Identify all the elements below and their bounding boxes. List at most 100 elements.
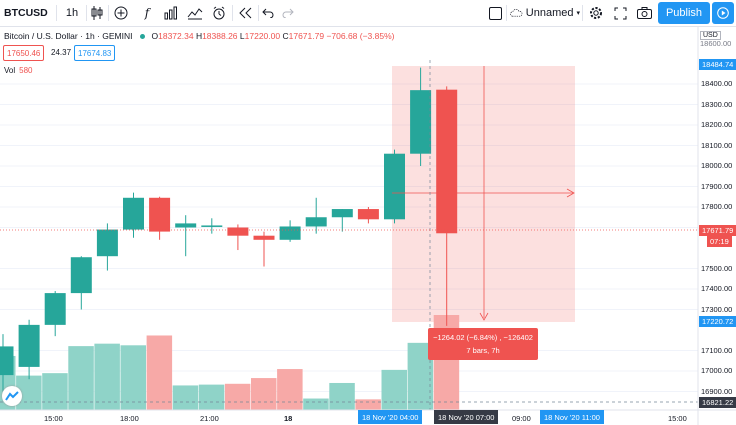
candle-body	[357, 209, 379, 220]
price-tick-label: 17900.00	[701, 181, 733, 191]
volume-bar	[198, 384, 225, 410]
publish-button[interactable]: Publish	[658, 2, 710, 24]
close-value: 17671.79	[288, 31, 325, 41]
candle	[279, 220, 301, 242]
volume-bar	[42, 373, 68, 410]
price-tick-label: 17800.00	[701, 202, 733, 211]
layout-name-button[interactable]: Unnamed ▾	[510, 2, 580, 24]
play-icon[interactable]	[712, 2, 734, 24]
high-value: 18388.26	[202, 31, 238, 41]
redo-icon[interactable]	[280, 2, 296, 24]
time-tick: 15:00	[44, 414, 63, 423]
candle	[149, 196, 171, 240]
replay-icon[interactable]	[236, 2, 254, 24]
candle	[227, 224, 249, 251]
time-tick: 18:00	[120, 414, 139, 423]
volume-bar	[355, 399, 381, 410]
ohlc-values: O18372.34 H18388.26 L17220.00 C17671.79 …	[151, 31, 394, 41]
buy-price-box[interactable]: 17674.83	[74, 45, 116, 61]
candle-body	[44, 293, 66, 325]
candle-body	[70, 257, 92, 294]
undo-icon[interactable]	[260, 2, 276, 24]
low-label: L	[239, 31, 245, 41]
alert-icon[interactable]	[210, 2, 228, 24]
volume-bar	[251, 378, 277, 410]
time-tick: 18	[284, 414, 293, 423]
price-tick-label: 18100.00	[701, 140, 733, 150]
chevron-down-icon: ▾	[576, 10, 580, 17]
high-label: H	[195, 31, 203, 41]
measure-start-time-tag: 18 Nov '20 04:00	[358, 410, 423, 424]
sell-price-box[interactable]: 17650.46	[3, 45, 45, 61]
candle	[331, 209, 353, 232]
currency-label[interactable]: USD	[700, 31, 721, 40]
candle	[305, 197, 327, 234]
measure-bars: 7 bars, 7h	[466, 346, 500, 355]
measure-end-time-tag: 18 Nov '20 11:00	[540, 410, 604, 424]
candle	[18, 319, 40, 380]
measure-high-price-tag: 18484.74	[699, 59, 736, 70]
price-chart[interactable]	[0, 26, 736, 425]
candle-body	[123, 197, 144, 230]
close-label: C	[282, 31, 289, 41]
symbol-title[interactable]: Bitcoin / U.S. Dollar · 1h · GEMINI	[4, 31, 133, 41]
market-status-dot	[140, 33, 146, 39]
volume-bar	[224, 383, 251, 410]
volume-value: 580	[19, 66, 33, 75]
candle-body	[149, 197, 171, 232]
candle-body	[201, 225, 223, 227]
volume-bar	[146, 335, 173, 410]
price-tick-label: 17100.00	[701, 345, 733, 355]
candle-body	[227, 227, 249, 236]
volume-bar	[277, 369, 303, 410]
volume-bar	[381, 369, 407, 410]
gear-icon[interactable]	[586, 2, 606, 24]
interval-button[interactable]: 1h	[65, 7, 79, 19]
candle-body	[410, 90, 432, 154]
bar-countdown-tag: 07:19	[707, 236, 732, 247]
toolbar-divider	[506, 5, 507, 21]
candle	[44, 291, 66, 337]
candle-body	[436, 89, 458, 234]
price-tick-partial: 18600.00	[700, 39, 732, 48]
measure-low-price-tag: 17220.72	[699, 316, 736, 327]
candle-body	[279, 226, 301, 240]
candles-layer	[0, 67, 458, 392]
add-icon[interactable]	[112, 2, 130, 24]
crosshair-price-tag: 16821.22	[699, 397, 736, 408]
candles-icon[interactable]	[88, 2, 106, 24]
crosshair-time-tag: 18 Nov '20 07:00	[434, 410, 499, 424]
fullscreen-icon[interactable]	[610, 2, 630, 24]
candle-body	[384, 153, 405, 220]
candle	[384, 149, 405, 224]
toolbar-divider	[582, 5, 583, 21]
toolbar-divider	[86, 5, 87, 21]
spread-value: 24.37	[51, 47, 72, 57]
compare-icon[interactable]	[186, 2, 204, 24]
cloud-icon	[510, 9, 523, 17]
open-value: 18372.34	[158, 31, 194, 41]
candle-body	[253, 235, 275, 240]
candle	[253, 231, 275, 267]
indicators-icon[interactable]	[162, 2, 180, 24]
time-tick: 15:00	[668, 414, 687, 423]
volume-label: Vol	[4, 66, 16, 75]
candle-body	[305, 217, 327, 227]
price-tick-label: 18300.00	[701, 99, 733, 109]
price-tick-label: 18000.00	[701, 161, 733, 170]
symbol-search-button[interactable]: BTCUSD	[4, 7, 48, 19]
measure-vertical-arrowhead	[479, 312, 489, 321]
volume-bar	[68, 346, 94, 410]
tradingview-logo[interactable]	[2, 386, 22, 406]
candle	[201, 218, 223, 234]
toolbar-divider	[232, 5, 233, 21]
candle	[70, 256, 92, 310]
price-tick-label: 17500.00	[701, 263, 733, 273]
time-tick: 21:00	[200, 414, 219, 423]
toolbar-divider	[56, 5, 57, 21]
price-tick-label: 18400.00	[701, 79, 733, 88]
layout-icon[interactable]	[486, 2, 504, 24]
camera-icon[interactable]	[634, 2, 654, 24]
fx-icon[interactable]: 𝑓	[144, 6, 150, 20]
price-tick-label: 17000.00	[701, 366, 733, 375]
